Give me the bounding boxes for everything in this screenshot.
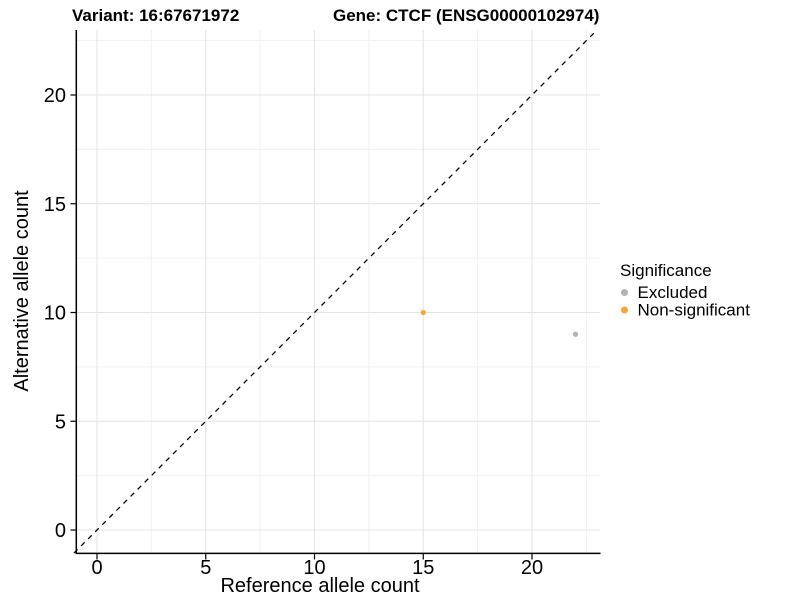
identity-line [73,29,598,554]
x-tick-label: 5 [200,557,211,579]
x-tick-label: 0 [91,557,102,579]
y-tick-marks [70,94,76,531]
data-point-excluded [572,331,579,337]
y-tick-label: 0 [55,520,66,542]
y-tick-label: 20 [44,85,66,107]
x-tick-label: 10 [303,557,325,579]
legend-label-non-significant: Non-significant [638,301,751,320]
x-tick-label: 15 [412,557,434,579]
legend: Significance Excluded Non-significant [620,261,750,320]
legend-key-excluded-dot [621,289,628,296]
y-tick-labels: 0 5 10 15 20 [44,85,66,542]
major-gridlines [76,30,600,553]
x-tick-label: 20 [521,557,543,579]
data-points [420,309,579,337]
minor-gridlines [76,30,600,553]
y-tick-label: 10 [44,303,66,325]
x-tick-labels: 0 5 10 15 20 [91,557,543,579]
variant-title: Variant: 16:67671972 [72,6,239,25]
legend-title: Significance [620,261,712,280]
y-tick-label: 5 [55,411,66,433]
gene-title: Gene: CTCF (ENSG00000102974) [333,6,599,25]
x-axis-title: Reference allele count [220,575,419,597]
y-axis-title: Alternative allele count [11,190,33,392]
x-tick-marks [96,554,533,560]
legend-key-non-significant-dot [621,306,628,314]
data-point-non-significant [420,309,426,316]
legend-label-excluded: Excluded [638,283,708,302]
y-tick-label: 15 [44,194,66,216]
